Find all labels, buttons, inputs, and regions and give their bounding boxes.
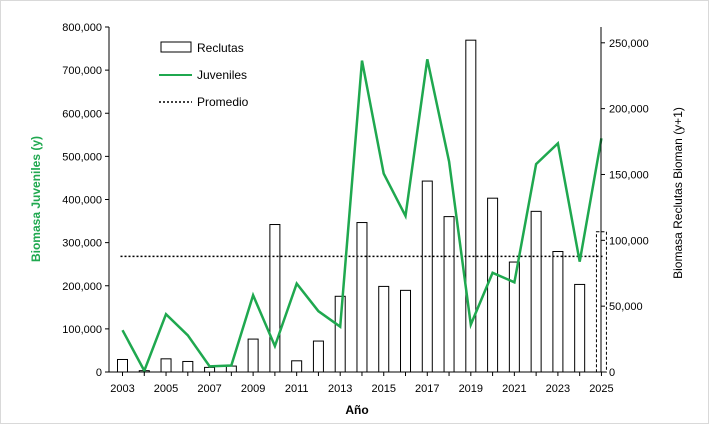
bar-reclutas-2016	[400, 289, 412, 373]
y-right-tick-label-3: 150,000	[609, 169, 649, 181]
x-axis-title: Año	[345, 403, 368, 417]
legend-label-reclutas: Reclutas	[197, 41, 244, 55]
bar-reclutas-2022	[530, 210, 542, 373]
y-left-tick-label-4: 400,000	[62, 195, 102, 207]
bar-reclutas-2010	[269, 224, 281, 373]
legend-swatch-reclutas	[160, 41, 192, 53]
axes: 0 100,000 200,000 300,000 400,000 500,000 600,…	[62, 22, 649, 395]
y-right-tick-label-4: 200,000	[609, 104, 649, 116]
x-tick-label-2005: 2005	[154, 383, 178, 395]
juveniles-layer	[121, 59, 603, 374]
juveniles-line	[121, 59, 603, 374]
bar-reclutas-2017	[421, 180, 433, 373]
bar-reclutas-2013	[334, 295, 346, 373]
y-right-tick-label-1: 50,000	[609, 301, 643, 313]
legend: Reclutas Juveniles Promedio	[159, 41, 249, 109]
legend-label-juveniles: Juveniles	[197, 68, 247, 82]
x-tick-label-2003: 2003	[110, 383, 134, 395]
bar-reclutas-2024	[574, 283, 586, 373]
y-right-tick-label-2: 100,000	[609, 235, 649, 247]
reclutas-bars	[117, 39, 607, 373]
x-tick-label-2021: 2021	[502, 383, 526, 395]
y-left-tick-label-3: 300,000	[62, 238, 102, 250]
y-right-tick-label-0: 0	[609, 367, 615, 379]
x-tick-label-2011: 2011	[285, 383, 309, 395]
x-tick-label-2007: 2007	[197, 383, 221, 395]
y-left-tick-label-5: 500,000	[62, 151, 102, 163]
x-tick-label-2009: 2009	[241, 383, 265, 395]
bar-reclutas-2015	[378, 285, 390, 373]
y-left-tick-label-8: 800,000	[62, 22, 102, 34]
x-tick-label-2017: 2017	[415, 383, 439, 395]
x-tick-label-2023: 2023	[546, 383, 570, 395]
y-right-tick-label-5: 250,000	[609, 38, 649, 50]
y-left-tick-label-1: 100,000	[62, 324, 102, 336]
bar-reclutas-2003	[117, 358, 128, 373]
bar-reclutas-2008	[225, 365, 237, 373]
bar-reclutas-2012	[312, 340, 324, 373]
bar-reclutas-2007	[204, 366, 216, 373]
y-left-tick-label-7: 700,000	[62, 65, 102, 77]
legend-label-promedio: Promedio	[197, 95, 249, 109]
bar-reclutas-2020	[487, 197, 499, 373]
x-tick-label-2013: 2013	[328, 383, 352, 395]
bar-reclutas-2018	[443, 216, 455, 373]
bar-reclutas-2005	[160, 358, 172, 373]
y-left-tick-label-6: 600,000	[62, 108, 102, 120]
x-tick-label-2015: 2015	[371, 383, 395, 395]
bar-reclutas-2006	[182, 360, 194, 373]
y-left-tick-label-0: 0	[96, 367, 102, 379]
bar-reclutas-2011	[291, 360, 303, 373]
bar-reclutas-2023	[552, 251, 564, 373]
y-axis-right-title: Biomasa Reclutas Bioman (y+1)	[671, 107, 685, 279]
x-tick-label-2019: 2019	[459, 383, 483, 395]
y-axis-left-title: Biomasa Juveniles (y)	[29, 136, 43, 262]
bar-reclutas-2009	[247, 338, 259, 373]
bar-reclutas-2014	[356, 222, 368, 373]
x-tick-label-2025: 2025	[589, 383, 613, 395]
y-left-tick-label-2: 200,000	[62, 281, 102, 293]
